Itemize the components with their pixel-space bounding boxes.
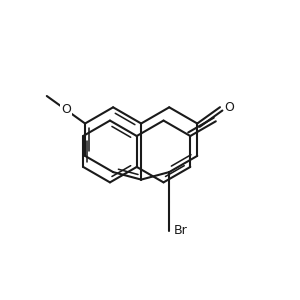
Text: Br: Br (174, 224, 188, 238)
Text: O: O (224, 101, 234, 114)
Text: O: O (61, 103, 71, 116)
